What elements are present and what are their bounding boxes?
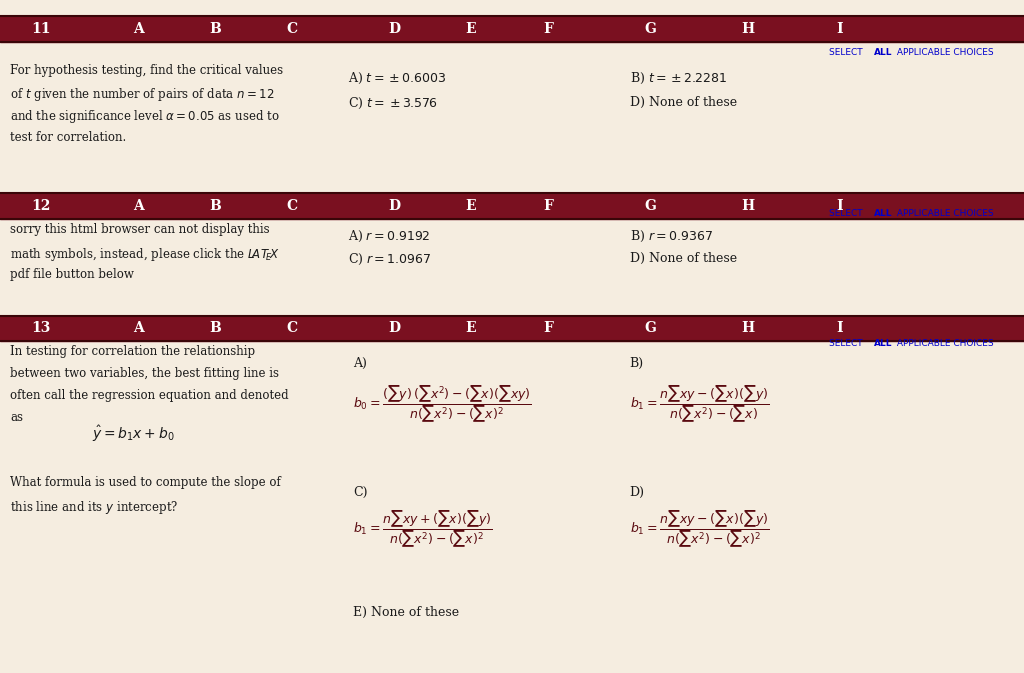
Text: ALL: ALL (873, 339, 892, 347)
Text: C): C) (353, 486, 368, 499)
Text: D): D) (630, 486, 645, 499)
Text: test for correlation.: test for correlation. (10, 131, 127, 143)
Text: A: A (133, 199, 143, 213)
Text: C) $r = 1.0967$: C) $r = 1.0967$ (348, 252, 432, 267)
Text: C) $t = \pm 3.576$: C) $t = \pm 3.576$ (348, 96, 438, 110)
Text: $\hat{y} = b_1 x + b_0$: $\hat{y} = b_1 x + b_0$ (92, 424, 175, 444)
Text: often call the regression equation and denoted: often call the regression equation and d… (10, 389, 289, 402)
Bar (0, 316, 1024, 341)
Text: as: as (10, 411, 24, 424)
Text: APPLICABLE CHOICES: APPLICABLE CHOICES (894, 209, 993, 217)
Text: $b_1 = \dfrac{n\sum xy - (\sum x)(\sum y)}{n(\sum x^2) - (\sum x)^2}$: $b_1 = \dfrac{n\sum xy - (\sum x)(\sum y… (630, 508, 769, 550)
Text: G: G (644, 22, 656, 36)
Text: H: H (741, 322, 754, 335)
Bar (0, 16, 1024, 42)
Text: G: G (644, 199, 656, 213)
Text: F: F (543, 199, 553, 213)
Text: SELECT: SELECT (829, 209, 866, 217)
Text: E: E (466, 22, 476, 36)
Text: ALL: ALL (873, 48, 892, 57)
Text: H: H (741, 22, 754, 36)
Text: E) None of these: E) None of these (353, 606, 460, 618)
Text: 13: 13 (32, 322, 50, 335)
Text: E: E (466, 199, 476, 213)
Text: of $t$ given the number of pairs of data $n = 12$: of $t$ given the number of pairs of data… (10, 86, 274, 103)
Text: 11: 11 (31, 22, 51, 36)
Text: APPLICABLE CHOICES: APPLICABLE CHOICES (894, 48, 993, 57)
Text: A: A (133, 322, 143, 335)
Text: and the significance level $\alpha = 0.05$ as used to: and the significance level $\alpha = 0.0… (10, 108, 280, 125)
Text: $b_1 = \dfrac{n\sum xy + (\sum x)(\sum y)}{n(\sum x^2) - (\sum x)^2}$: $b_1 = \dfrac{n\sum xy + (\sum x)(\sum y… (353, 508, 493, 550)
Text: What formula is used to compute the slope of: What formula is used to compute the slop… (10, 476, 281, 489)
Text: In testing for correlation the relationship: In testing for correlation the relations… (10, 345, 255, 357)
Text: this line and its $y$ intercept?: this line and its $y$ intercept? (10, 499, 178, 516)
Text: A) $t = \pm 0.6003$: A) $t = \pm 0.6003$ (348, 71, 446, 85)
Text: B: B (209, 199, 221, 213)
Text: B: B (209, 322, 221, 335)
Text: SELECT: SELECT (829, 48, 866, 57)
Text: C: C (287, 322, 297, 335)
Text: A): A) (353, 357, 368, 369)
Text: $b_0 = \dfrac{(\sum y)\,(\sum x^2) - (\sum x)(\sum xy)}{n(\sum x^2) - (\sum x)^2: $b_0 = \dfrac{(\sum y)\,(\sum x^2) - (\s… (353, 384, 532, 425)
Text: I: I (837, 322, 843, 335)
Text: D: D (388, 199, 400, 213)
Bar (0, 193, 1024, 219)
Text: D: D (388, 322, 400, 335)
Text: B) $r = 0.9367$: B) $r = 0.9367$ (630, 229, 713, 244)
Text: D) None of these: D) None of these (630, 252, 737, 265)
Text: A: A (133, 22, 143, 36)
Text: G: G (644, 322, 656, 335)
Text: F: F (543, 322, 553, 335)
Text: For hypothesis testing, find the critical values: For hypothesis testing, find the critica… (10, 64, 284, 77)
Text: E: E (466, 322, 476, 335)
Text: pdf file button below: pdf file button below (10, 268, 134, 281)
Text: $b_1 = \dfrac{n\sum xy - (\sum x)(\sum y)}{n(\sum x^2) - (\sum x)}$: $b_1 = \dfrac{n\sum xy - (\sum x)(\sum y… (630, 384, 769, 425)
Text: D: D (388, 22, 400, 36)
Text: ALL: ALL (873, 209, 892, 217)
Text: 12: 12 (32, 199, 50, 213)
Text: I: I (837, 199, 843, 213)
Text: H: H (741, 199, 754, 213)
Text: D) None of these: D) None of these (630, 96, 737, 108)
Text: F: F (543, 22, 553, 36)
Text: B) $t = \pm 2.2281$: B) $t = \pm 2.2281$ (630, 71, 727, 85)
Text: math symbols, instead, please click the $\mathit{L\!AT\!_E\!X}$: math symbols, instead, please click the … (10, 246, 280, 262)
Text: B: B (209, 22, 221, 36)
Text: I: I (837, 22, 843, 36)
Text: between two variables, the best fitting line is: between two variables, the best fitting … (10, 367, 280, 380)
Text: C: C (287, 199, 297, 213)
Text: C: C (287, 22, 297, 36)
Text: APPLICABLE CHOICES: APPLICABLE CHOICES (894, 339, 993, 347)
Text: A) $r = 0.9192$: A) $r = 0.9192$ (348, 229, 431, 244)
Text: sorry this html browser can not display this: sorry this html browser can not display … (10, 223, 270, 236)
Text: SELECT: SELECT (829, 339, 866, 347)
Text: B): B) (630, 357, 644, 369)
